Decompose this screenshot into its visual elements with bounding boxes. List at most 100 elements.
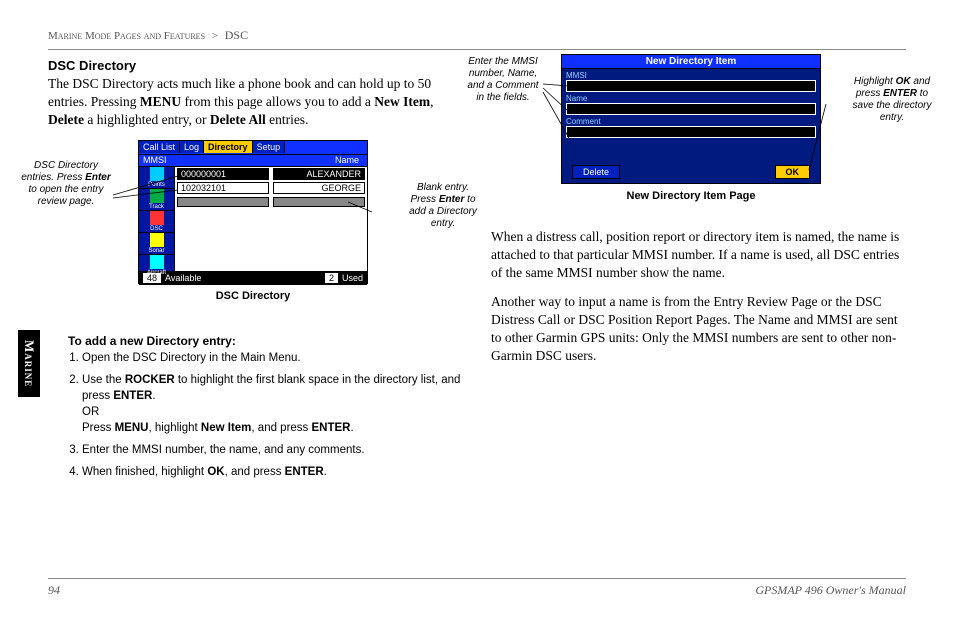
manual-title: GPSMAP 496 Owner's Manual bbox=[755, 583, 906, 598]
t: DSC bbox=[150, 226, 163, 232]
top-rule bbox=[48, 49, 906, 50]
breadcrumb-chevron: > bbox=[212, 30, 218, 42]
side-sonar: Sonar bbox=[139, 233, 174, 255]
input-comment bbox=[566, 126, 816, 138]
callout-ok: Highlight OK and press ENTER to save the… bbox=[848, 76, 936, 124]
step-1: Open the DSC Directory in the Main Menu. bbox=[82, 350, 463, 366]
t: ENTER bbox=[312, 422, 351, 434]
t: New Item bbox=[374, 94, 430, 109]
t: , and press bbox=[251, 422, 311, 434]
t: Enter bbox=[439, 194, 465, 205]
input-mmsi bbox=[566, 80, 816, 92]
t: Open the DSC Directory in the Main Menu. bbox=[82, 352, 301, 364]
t: . bbox=[152, 390, 155, 402]
t: from this page allows you to add a bbox=[181, 94, 374, 109]
t: MMSI bbox=[566, 71, 816, 80]
t: Sonar bbox=[148, 248, 164, 254]
right-para-2: Another way to input a name is from the … bbox=[491, 293, 906, 366]
table-row: 102032101 GEORGE bbox=[175, 181, 367, 195]
t: . bbox=[324, 466, 327, 478]
t: . bbox=[350, 422, 353, 434]
device-tab: Call List bbox=[139, 141, 180, 153]
right-para-1: When a distress call, position report or… bbox=[491, 228, 906, 283]
steps-heading: To add a new Directory entry: bbox=[68, 334, 463, 348]
btn-ok: OK bbox=[775, 165, 811, 179]
field-mmsi: MMSI bbox=[566, 71, 816, 92]
t: , bbox=[430, 94, 433, 109]
t: to open the entry review page. bbox=[28, 184, 103, 207]
t: Use the bbox=[82, 374, 125, 386]
step-4: When finished, highlight OK, and press E… bbox=[82, 464, 463, 480]
side-points: Points bbox=[139, 167, 174, 189]
cell-name: ALEXANDER bbox=[273, 168, 365, 180]
dsc-icon bbox=[150, 211, 164, 225]
step-2-or: OR bbox=[82, 404, 463, 420]
side-track: Track bbox=[139, 189, 174, 211]
t: New Item bbox=[201, 422, 252, 434]
device-bottombar: 48 Available 2 Used bbox=[139, 271, 367, 285]
t: Enter the MMSI number, the name, and any… bbox=[82, 444, 365, 456]
cell-mmsi: 102032101 bbox=[177, 182, 269, 194]
device-list: 000000001 ALEXANDER 102032101 GEORGE bbox=[175, 167, 367, 271]
track-icon bbox=[150, 189, 164, 203]
t: When finished, highlight bbox=[82, 466, 207, 478]
cell-blank bbox=[177, 197, 269, 207]
input-name bbox=[566, 103, 816, 115]
t: a highlighted entry, or bbox=[84, 112, 210, 127]
col-mmsi: MMSI bbox=[139, 155, 239, 166]
device-tab: Setup bbox=[253, 141, 286, 153]
table-row: 000000001 ALEXANDER bbox=[175, 167, 367, 181]
col-name: Name bbox=[239, 155, 367, 166]
t: , and press bbox=[225, 466, 285, 478]
step-2: Use the ROCKER to highlight the first bl… bbox=[82, 372, 463, 436]
t: Points bbox=[148, 182, 165, 188]
t: Name bbox=[566, 94, 816, 103]
device-sidebar: Points Track DSC Sonar Aircraft bbox=[139, 167, 175, 271]
device-tab-active: Directory bbox=[204, 141, 253, 153]
t: MENU bbox=[115, 422, 149, 434]
cell-blank bbox=[273, 197, 365, 207]
sonar-icon bbox=[150, 233, 164, 247]
t: Track bbox=[149, 204, 164, 210]
figure-dsc-directory: DSC Directory entries. Press Enter to op… bbox=[48, 140, 463, 320]
aircraft-icon bbox=[150, 255, 164, 269]
t: Highlight bbox=[854, 76, 896, 87]
breadcrumb: Marine Mode Pages and Features > DSC bbox=[48, 28, 906, 43]
t: entries. bbox=[266, 112, 309, 127]
figure-new-directory-item: Enter the MMSI number, Name, and a Comme… bbox=[491, 54, 906, 222]
right-column: Enter the MMSI number, Name, and a Comme… bbox=[491, 58, 906, 486]
t: MENU bbox=[140, 94, 181, 109]
t: Enter the MMSI number, Name, and a Comme… bbox=[467, 56, 538, 103]
section-intro: The DSC Directory acts much like a phone… bbox=[48, 75, 463, 130]
breadcrumb-current: DSC bbox=[225, 28, 248, 42]
step-3: Enter the MMSI number, the name, and any… bbox=[82, 442, 463, 458]
device-tab: Log bbox=[180, 141, 204, 153]
t: ROCKER bbox=[125, 374, 175, 386]
val-used: 2 bbox=[325, 273, 338, 283]
btn-delete: Delete bbox=[572, 165, 620, 179]
breadcrumb-path: Marine Mode Pages and Features bbox=[48, 30, 205, 42]
callout-entries: DSC Directory entries. Press Enter to op… bbox=[20, 160, 112, 208]
t: Delete bbox=[48, 112, 84, 127]
t: Comment bbox=[566, 117, 816, 126]
section-title: DSC Directory bbox=[48, 58, 463, 73]
t: OK bbox=[896, 76, 911, 87]
points-icon bbox=[150, 167, 164, 181]
page-footer: 94 GPSMAP 496 Owner's Manual bbox=[48, 578, 906, 598]
device2-title: New Directory Item bbox=[562, 55, 820, 69]
fig1-caption: DSC Directory bbox=[138, 290, 368, 302]
t: Enter bbox=[85, 172, 111, 183]
lbl-used: Used bbox=[342, 273, 363, 283]
fig2-caption: New Directory Item Page bbox=[561, 190, 821, 202]
lbl-available: Available bbox=[165, 273, 201, 283]
t: ENTER bbox=[113, 390, 152, 402]
t: Press bbox=[82, 422, 115, 434]
device-directory-screenshot: Call List Log Directory Setup MMSI Name … bbox=[138, 140, 368, 284]
cell-name: GEORGE bbox=[273, 182, 365, 194]
field-comment: Comment bbox=[566, 117, 816, 138]
t: , highlight bbox=[148, 422, 200, 434]
side-tab-marine: Marine bbox=[18, 330, 40, 397]
callout-fields: Enter the MMSI number, Name, and a Comme… bbox=[463, 56, 543, 104]
cell-mmsi: 000000001 bbox=[177, 168, 269, 180]
device-new-item-screenshot: New Directory Item MMSI Name Comment Del… bbox=[561, 54, 821, 184]
